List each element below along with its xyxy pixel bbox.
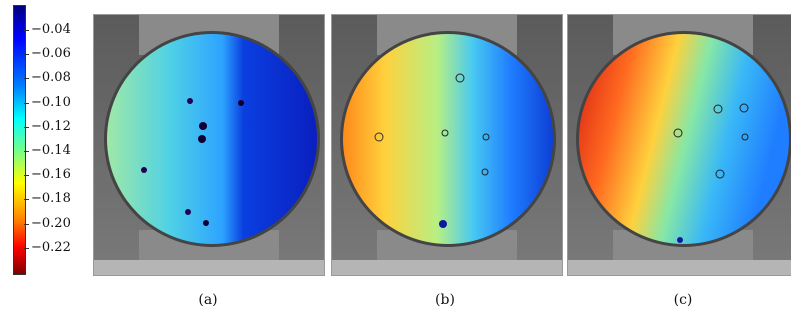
colorbar-tick-label: −0.10 (31, 94, 71, 110)
caption-b: (b) (435, 292, 455, 308)
colorbar (13, 5, 26, 275)
colorbar-tick-label: −0.04 (31, 22, 71, 37)
colorbar-tick (24, 78, 29, 80)
caption-c: (c) (673, 292, 693, 308)
colorbar-tick-label: −0.06 (31, 46, 71, 62)
panel-a-image (93, 14, 325, 276)
caption-a: (a) (198, 292, 218, 308)
colorbar-tick-label: −0.22 (31, 239, 71, 255)
colorbar-tick (24, 30, 29, 31)
colorbar-tick-label: −0.12 (31, 118, 71, 134)
colorbar-tick-label: −0.20 (31, 215, 71, 231)
colorbar-tick (24, 175, 29, 177)
panel-c-image (567, 14, 791, 276)
colorbar-tick (24, 199, 29, 201)
colorbar-tick (24, 223, 29, 225)
colorbar-tick-label: −0.14 (31, 143, 71, 158)
colorbar-tick (24, 151, 29, 152)
colorbar-tick (24, 102, 29, 104)
colorbar-tick (24, 126, 29, 128)
panel-b-image (331, 14, 563, 276)
colorbar-tick (24, 54, 29, 56)
colorbar-tick-label: −0.08 (31, 70, 71, 86)
colorbar-tick-label: −0.16 (31, 167, 71, 183)
colorbar-tick (24, 247, 29, 249)
colorbar-tick-label: −0.18 (31, 191, 71, 207)
